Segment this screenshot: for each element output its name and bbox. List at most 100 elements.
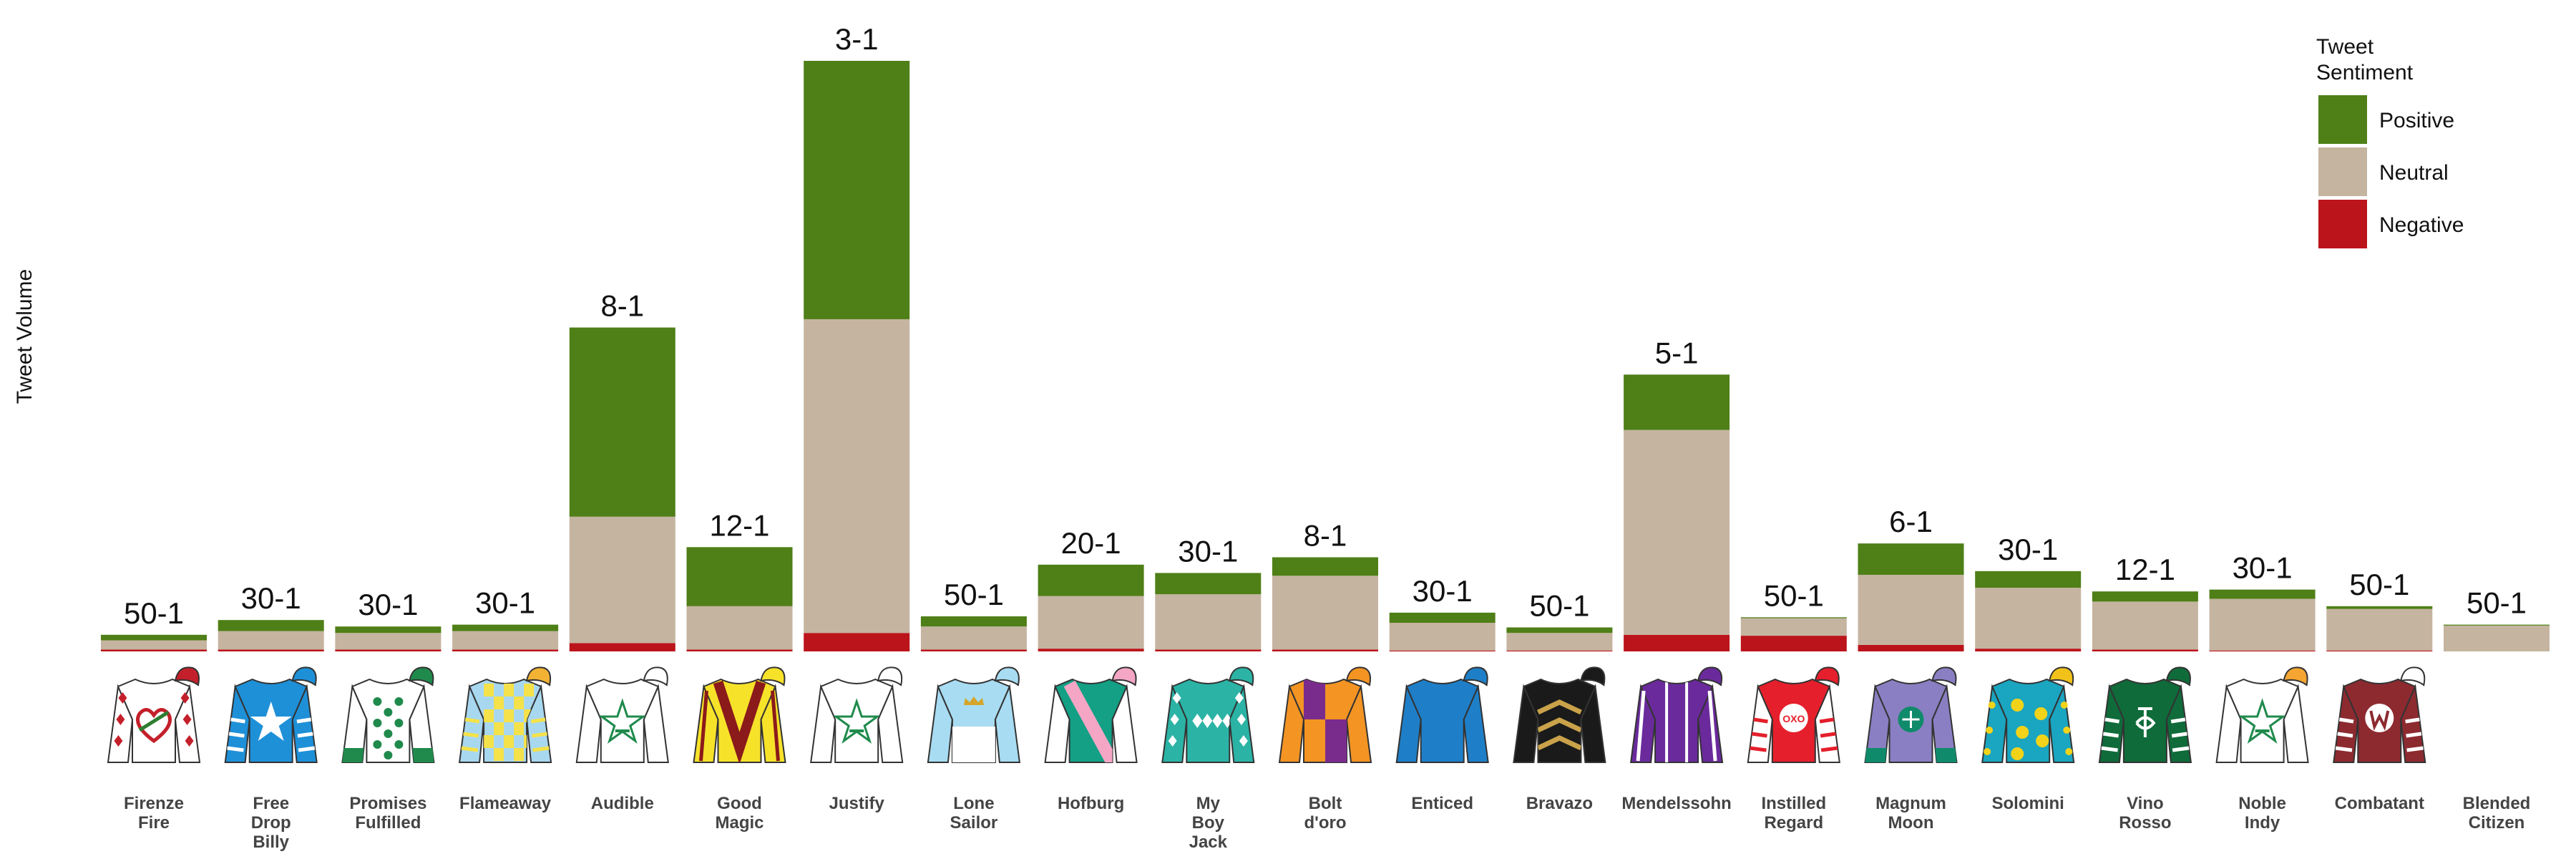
- horse-name: Bravazo: [1526, 794, 1593, 813]
- bar-segment-neutral: [2326, 608, 2433, 651]
- bar-magnum-moon: [1858, 543, 1964, 651]
- silks-layer: OXO: [107, 666, 2426, 763]
- bar-combatant: [2326, 606, 2433, 651]
- legend-swatch: [2318, 95, 2367, 144]
- bar-segment-negative: [569, 643, 675, 651]
- legend-title: Tweet: [2316, 35, 2374, 59]
- cap: [1580, 666, 1606, 686]
- horse-name: Instilled Regard: [1761, 794, 1826, 833]
- cap: [525, 666, 552, 686]
- bars-layer: [101, 61, 2550, 651]
- bar-segment-negative: [686, 649, 793, 651]
- jockey-silks-lone-sailor: [927, 666, 1021, 763]
- cap: [760, 666, 786, 686]
- odds-label: 30-1: [358, 588, 418, 621]
- legend-swatch: [2318, 200, 2367, 248]
- odds-label: 6-1: [1889, 505, 1933, 538]
- bar-segment-positive: [2092, 591, 2198, 602]
- horse-name: Noble Indy: [2238, 794, 2286, 833]
- jockey-silks-justify: [810, 666, 904, 763]
- bar-segment-neutral: [1975, 588, 2082, 649]
- cap: [643, 666, 668, 686]
- horse-name: My Boy Jack: [1189, 794, 1228, 852]
- odds-label: 20-1: [1061, 526, 1121, 560]
- bar-bravazo: [1506, 627, 1613, 651]
- jockey-silks-audible: [575, 666, 669, 763]
- bar-segment-neutral: [1272, 576, 1378, 650]
- odds-label: 50-1: [2467, 586, 2527, 620]
- horse-name: Flameaway: [459, 794, 552, 813]
- bar-audible: [569, 327, 675, 651]
- odds-label: 50-1: [124, 596, 184, 630]
- bar-noble-indy: [2209, 589, 2316, 651]
- bar-segment-neutral: [335, 633, 441, 650]
- bar-segment-neutral: [804, 319, 910, 634]
- bar-segment-positive: [1624, 374, 1730, 430]
- odds-label: 30-1: [475, 586, 535, 620]
- bar-solomini: [1975, 571, 2082, 651]
- cap: [2400, 666, 2426, 686]
- bar-justify: [804, 61, 910, 651]
- bar-segment-neutral: [1624, 430, 1730, 635]
- bar-segment-positive: [920, 616, 1027, 627]
- jockey-silks-good-magic: [693, 666, 786, 763]
- jockey-silks-noble-indy: [2215, 666, 2309, 763]
- horse-name: Promises Fulfilled: [349, 794, 426, 833]
- cap: [1931, 666, 1957, 686]
- bar-segment-positive: [2444, 624, 2550, 626]
- bar-segment-negative: [1624, 634, 1730, 651]
- bar-segment-positive: [2326, 606, 2433, 609]
- bar-segment-positive: [2209, 589, 2316, 599]
- horse-name: Enticed: [1411, 794, 1473, 813]
- odds-label: 3-1: [835, 22, 879, 56]
- odds-label: 30-1: [1178, 534, 1238, 568]
- bar-segment-positive: [1389, 612, 1496, 623]
- bar-segment-positive: [101, 634, 207, 641]
- cap: [994, 666, 1020, 686]
- horse-name: Vino Rosso: [2119, 794, 2171, 833]
- bar-segment-positive: [1975, 571, 2082, 588]
- odds-label: 30-1: [241, 581, 301, 615]
- horse-name: Magnum Moon: [1875, 794, 1946, 833]
- cap: [1463, 666, 1488, 686]
- cap: [1229, 666, 1254, 686]
- horse-name: Free Drop Billy: [251, 794, 291, 852]
- jockey-silks-hofburg: [1044, 666, 1138, 763]
- jockey-silks-firenze-fire: [107, 666, 201, 763]
- odds-label: 50-1: [2349, 568, 2409, 601]
- bar-segment-positive: [1740, 617, 1847, 618]
- odds-labels-layer: 50-1 30-1 30-1 30-1 8-1 12-1 3-1 50-1 20-1 30-1 8-…: [124, 22, 2527, 630]
- cap: [2048, 666, 2074, 686]
- legend-title: Sentiment: [2316, 61, 2414, 84]
- bar-segment-neutral: [101, 640, 207, 650]
- horse-name: Solomini: [1992, 794, 2064, 813]
- bar-bolt-d-oro: [1272, 557, 1378, 651]
- cap: [2165, 666, 2191, 686]
- bar-segment-neutral: [2444, 625, 2550, 651]
- odds-label: 30-1: [1998, 533, 2058, 566]
- bar-enticed: [1389, 612, 1496, 651]
- bar-segment-negative: [452, 649, 559, 651]
- bar-segment-positive: [335, 626, 441, 634]
- bar-segment-neutral: [1155, 594, 1262, 650]
- odds-label: 50-1: [1764, 578, 1824, 612]
- bar-segment-positive: [452, 624, 559, 631]
- bar-segment-neutral: [920, 626, 1027, 650]
- horse-name: Bolt d'oro: [1304, 794, 1346, 833]
- bar-segment-positive: [1506, 627, 1613, 634]
- bar-segment-negative: [1740, 636, 1847, 651]
- bar-firenze-fire: [101, 634, 207, 651]
- jockey-silks-magnum-moon: [1864, 666, 1958, 763]
- jockey-silks-bravazo: [1513, 666, 1606, 763]
- bar-segment-neutral: [1740, 618, 1847, 636]
- odds-label: 50-1: [1529, 588, 1589, 622]
- horse-name: Justify: [829, 794, 885, 813]
- bar-segment-positive: [1858, 543, 1964, 576]
- horse-name: Good Magic: [715, 794, 763, 833]
- bar-segment-negative: [1155, 649, 1262, 651]
- bar-lone-sailor: [920, 616, 1027, 651]
- bar-segment-neutral: [1389, 623, 1496, 651]
- jockey-silks-instilled-regard: OXO: [1747, 666, 1840, 763]
- horse-name: Blended Citizen: [2463, 794, 2531, 833]
